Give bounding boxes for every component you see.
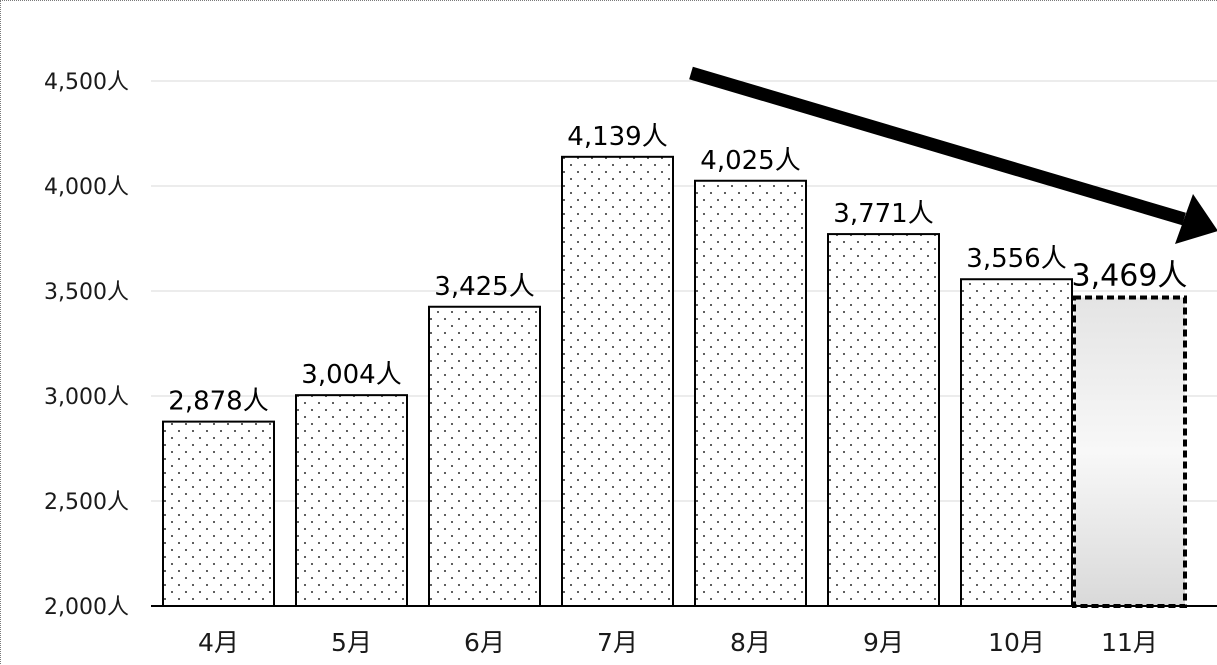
x-category-label: 9月 [863, 628, 904, 657]
x-category-label: 5月 [331, 628, 372, 657]
data-label: 4,139人 [567, 122, 667, 152]
bar [561, 155, 674, 607]
bar [960, 278, 1073, 607]
bar [694, 179, 807, 607]
bar-highlighted [1072, 295, 1187, 608]
y-tick-label: 3,500人 [44, 280, 129, 305]
x-category-label: 8月 [730, 628, 771, 657]
y-tick-label: 4,500人 [44, 70, 129, 95]
x-category-label: 11月 [1101, 628, 1158, 657]
y-tick-label: 2,500人 [44, 490, 129, 515]
data-label: 4,025人 [700, 146, 800, 176]
y-axis-ticks: 2,000人 2,500人 3,000人 3,500人 4,000人 4,500人 [44, 70, 129, 620]
data-label: 3,425人 [434, 272, 534, 302]
data-label: 2,878人 [168, 387, 268, 417]
data-label: 3,556人 [966, 244, 1066, 274]
bar [162, 420, 275, 607]
y-tick-label: 4,000人 [44, 175, 129, 200]
x-category-label: 7月 [597, 628, 638, 657]
y-tick-label: 3,000人 [44, 385, 129, 410]
data-labels: 2,878人 3,004人 3,425人 4,139人 4,025人 3,771人 3,55… [168, 122, 1187, 417]
data-label: 3,004人 [301, 360, 401, 390]
bar [428, 305, 541, 607]
x-category-label: 6月 [464, 628, 505, 657]
data-label: 3,469人 [1072, 259, 1188, 294]
data-label: 3,771人 [833, 199, 933, 229]
trend-arrow-head [1175, 194, 1217, 244]
trend-arrow-shaft [689, 66, 1186, 226]
x-axis-categories: 4月 5月 6月 7月 8月 9月 10月 11月 [198, 628, 1158, 657]
bar [827, 233, 940, 607]
x-category-label: 10月 [988, 628, 1045, 657]
trend-arrow [689, 66, 1217, 244]
x-category-label: 4月 [198, 628, 239, 657]
bar [295, 394, 408, 607]
bars [162, 155, 1187, 608]
y-tick-label: 2,000人 [44, 595, 129, 620]
